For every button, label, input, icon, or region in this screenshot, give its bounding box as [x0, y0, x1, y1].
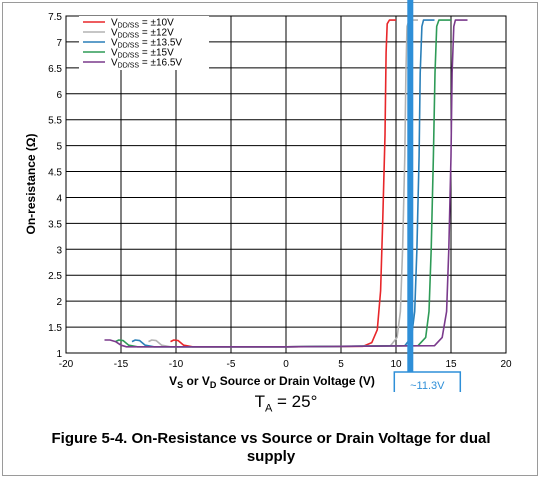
legend-label-5: VDD/SS = ±16.5V — [111, 58, 182, 70]
x-tick-label: 15 — [445, 359, 457, 370]
tick-labels: -20 -15 -10 -5 0 5 10 15 20 1 1.5 2 2.5 3 3.5 4 4.5 5 5.5 6… — [48, 12, 512, 370]
x-tick-label: -15 — [114, 359, 129, 370]
legend-label-2: VDD/SS = ±12V — [111, 28, 174, 40]
condition-value: = 25° — [272, 392, 318, 411]
y-axis-title: On-resistance (Ω) — [24, 134, 38, 235]
figure-caption: Figure 5-4. On-Resistance vs Source or D… — [51, 430, 491, 465]
x-tick-label: -10 — [169, 359, 184, 370]
y-tick-label: 1.5 — [48, 323, 62, 334]
x-tick-label: -20 — [59, 359, 74, 370]
legend-label-1: VDD/SS = ±10V — [111, 18, 174, 30]
legend-box — [79, 16, 209, 70]
y-tick-label: 2.5 — [48, 271, 62, 282]
annotation-layer: ~11.3V — [393, 0, 462, 392]
series-line-4 — [115, 19, 451, 348]
annotation-label: ~11.3V — [410, 380, 445, 392]
y-tick-label: 7 — [56, 38, 62, 49]
series-line-1 — [170, 19, 396, 348]
y-tick-label: 4 — [56, 193, 62, 204]
temperature-condition: TA = 25° — [0, 392, 542, 414]
y-tick-label: 6.5 — [48, 64, 62, 75]
x-tick-label: -5 — [227, 359, 236, 370]
annotation-label-box — [393, 371, 462, 392]
x-tick-label: 20 — [500, 359, 512, 370]
y-tick-label: 4.5 — [48, 168, 62, 179]
x-axis-title: VS or VD Source or Drain Voltage (V) — [169, 374, 375, 390]
y-tick-label: 2 — [56, 297, 62, 308]
x-tick-label: 0 — [283, 359, 289, 370]
y-tick-label: 1 — [56, 349, 62, 360]
y-tick-label: 6 — [56, 90, 62, 101]
series-line-5 — [104, 19, 468, 348]
y-tick-label: 5 — [56, 142, 62, 153]
on-resistance-chart: -20 -15 -10 -5 0 5 10 15 20 1 1.5 2 2.5 3 3.5 4 4.5 5 5.5 6… — [24, 0, 512, 392]
x-tick-label: 10 — [390, 359, 402, 370]
condition-subscript: A — [264, 402, 273, 415]
legend-label-4: VDD/SS = ±15V — [111, 48, 174, 60]
y-tick-label: 3.5 — [48, 219, 62, 230]
y-tick-label: 7.5 — [48, 12, 62, 23]
x-tick-label: 5 — [338, 359, 344, 370]
condition-symbol: T — [254, 392, 265, 411]
y-tick-label: 5.5 — [48, 116, 62, 127]
annotation-marker-line — [407, 0, 414, 372]
legend-label-3: VDD/SS = ±13.5V — [111, 38, 182, 50]
y-tick-label: 3 — [56, 245, 62, 256]
